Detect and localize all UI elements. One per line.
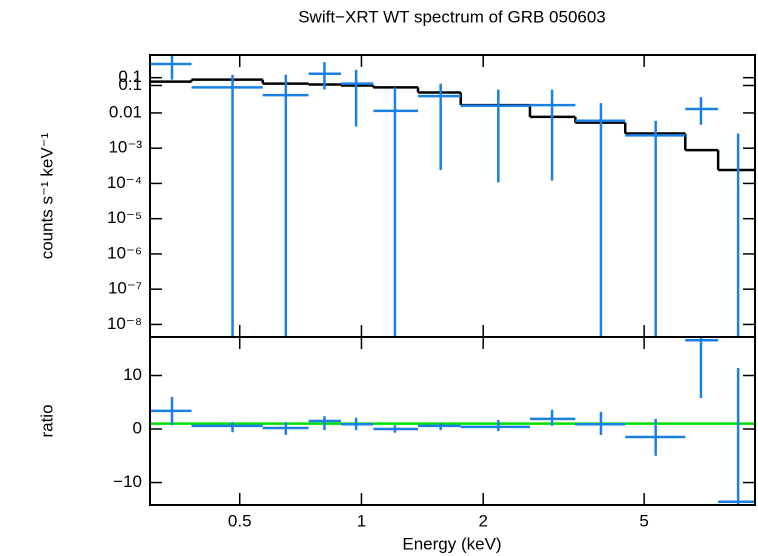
y-tick-label: −10 [113,472,142,491]
x-tick-label: 0.5 [228,511,252,530]
y-tick-label: 10⁻⁵ [107,208,142,227]
y-tick-label: 0.1 [118,67,142,86]
y-axis-label: ratio [37,404,56,437]
y-tick-label: 0.01 [109,102,142,121]
x-tick-label: 2 [478,511,487,530]
x-tick-label: 1 [357,511,366,530]
plot-area [150,55,755,337]
y-tick-label: 10⁻³ [108,138,142,157]
chart-title: Swift−XRT WT spectrum of GRB 050603 [298,7,606,26]
x-axis-label: Energy (keV) [402,534,501,553]
x-tick-label: 5 [639,511,648,530]
y-tick-label: 10 [123,365,142,384]
plot-area [150,337,755,505]
y-axis-label: counts s⁻¹ keV⁻¹ [37,132,56,259]
y-tick-label: 10⁻⁷ [108,279,142,298]
plot-frame [149,336,756,506]
y-tick-label: 0 [133,419,142,438]
y-tick-label: 10⁻⁶ [107,243,142,262]
y-tick-label: 10⁻⁸ [107,314,142,333]
y-tick-label: 10⁻⁴ [107,173,142,192]
y-tick-label: 0.1 [118,75,142,94]
